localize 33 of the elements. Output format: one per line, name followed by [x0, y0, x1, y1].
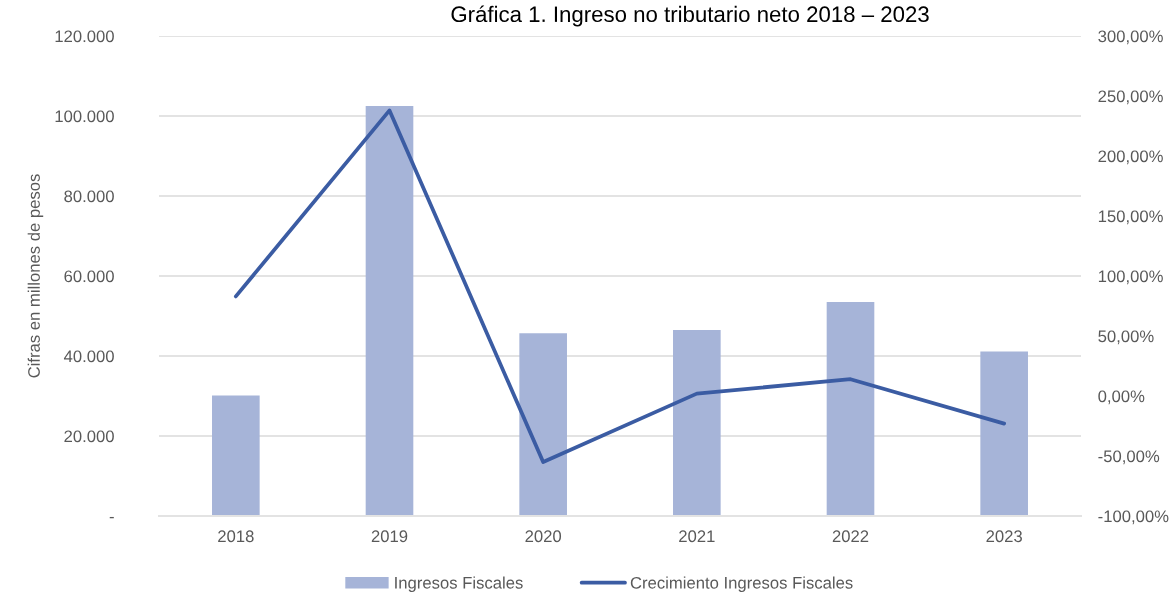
y2-tick-label: -50,00% — [1098, 450, 1160, 465]
bar — [673, 330, 721, 516]
bar — [980, 351, 1028, 516]
x-tick-label: 2018 — [218, 530, 254, 543]
x-tick-label: 2022 — [832, 530, 869, 543]
y-tick-label: 100.000 — [55, 110, 114, 123]
legend-label: Crecimiento Ingresos Fiscales — [630, 576, 853, 592]
y-tick-label: 80.000 — [64, 190, 114, 203]
bar — [365, 106, 414, 516]
line-series — [233, 108, 1007, 464]
chart-title: Gráfica 1. Ingreso no tributario neto 2018 – 2023 — [451, 5, 929, 27]
x-tick-label: 2023 — [986, 530, 1022, 543]
y2-tick-label: 0,00% — [1098, 390, 1145, 405]
bar — [212, 395, 260, 516]
y-axis-title: Cifras en millones de pesos — [27, 174, 44, 378]
bar — [826, 302, 875, 516]
y2-tick-label: 100,00% — [1098, 270, 1163, 285]
y-tick-label: - — [109, 516, 114, 519]
legend-label: Ingresos Fiscales — [395, 576, 523, 592]
y2-tick-label: 150,00% — [1098, 210, 1163, 225]
y-tick-label: 60.000 — [64, 270, 114, 283]
x-tick-label: 2020 — [525, 530, 562, 543]
y-tick-label: 20.000 — [64, 430, 114, 443]
bar — [519, 333, 567, 516]
x-tick-label: 2021 — [679, 530, 715, 543]
y-tick-label: 40.000 — [63, 350, 114, 363]
y2-tick-label: 200,00% — [1098, 150, 1163, 165]
y2-tick-label: 50,00% — [1098, 330, 1154, 345]
y2-tick-label: 300,00% — [1098, 30, 1163, 45]
y-tick-label: 120.000 — [55, 30, 114, 43]
x-tick-label: 2019 — [371, 530, 408, 543]
y2-tick-label: 250,00% — [1098, 90, 1163, 105]
y2-tick-label: -100,00% — [1098, 510, 1169, 525]
